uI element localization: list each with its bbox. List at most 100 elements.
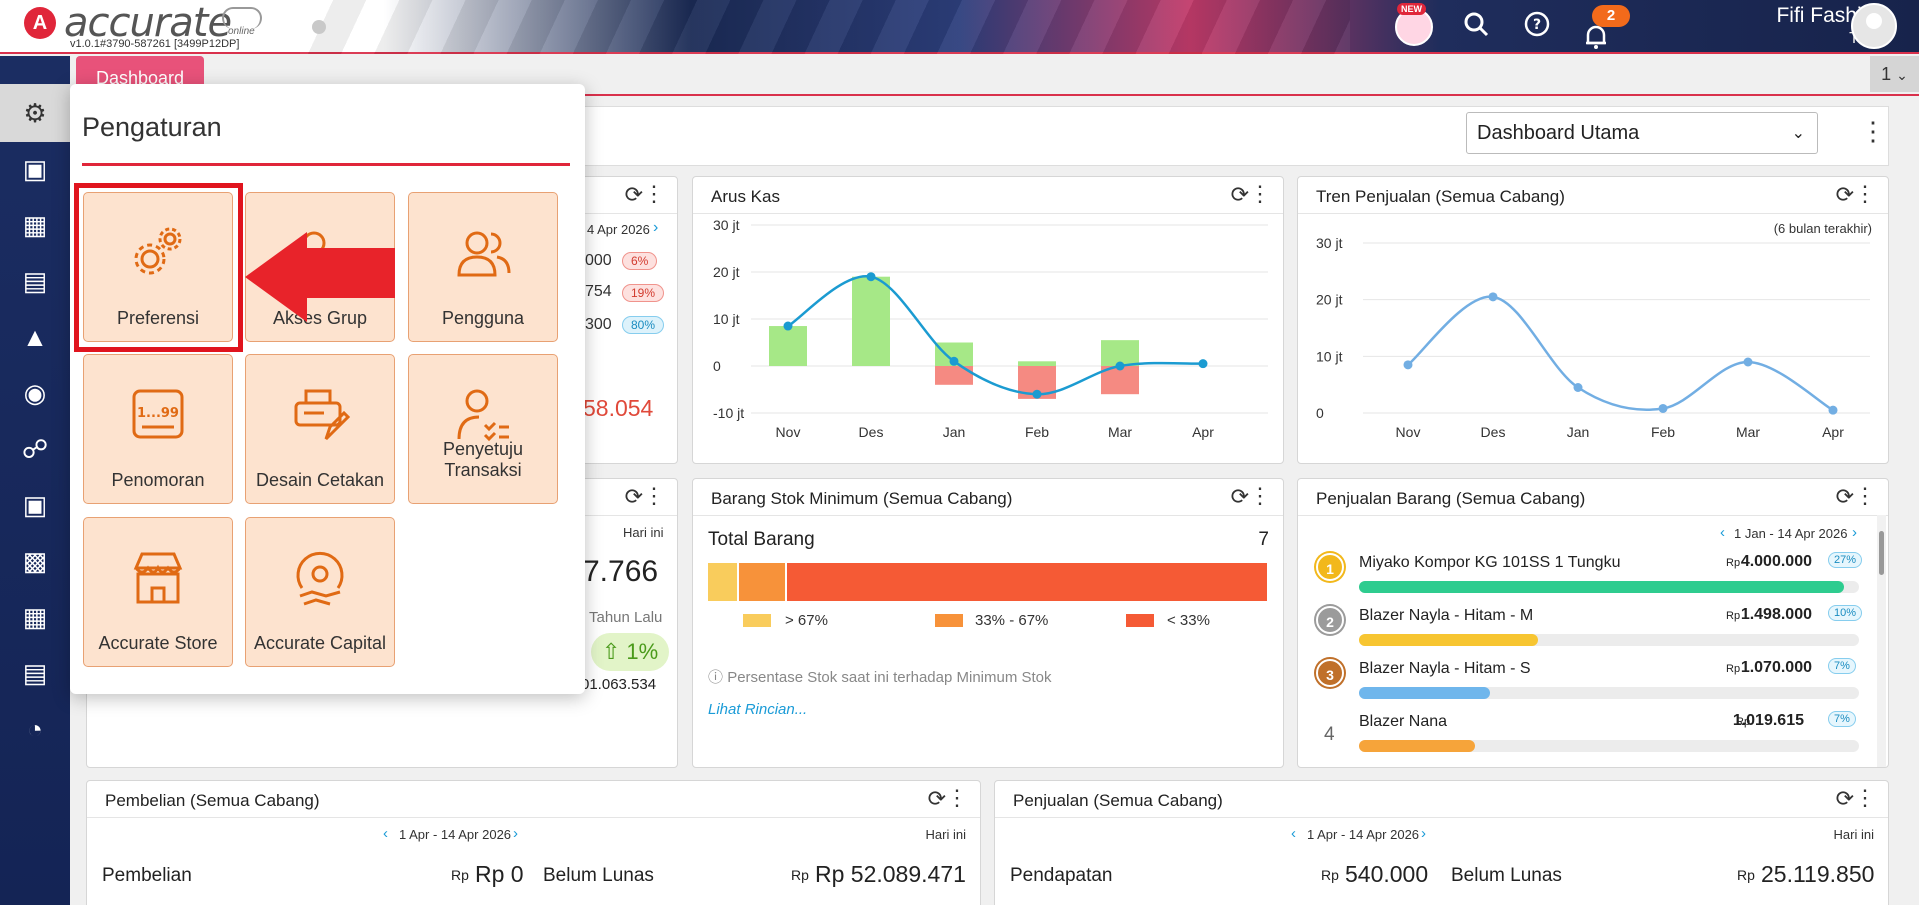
detail-link[interactable]: Lihat Rincian... — [708, 701, 808, 718]
notification-count[interactable]: 2 — [1592, 5, 1630, 27]
factory-icon[interactable]: ▦ — [22, 602, 48, 632]
tile-pengguna[interactable]: Pengguna — [408, 192, 558, 342]
store-icon — [84, 548, 232, 608]
card-menu-icon[interactable]: ⋮ — [1249, 483, 1271, 508]
next-icon[interactable]: › — [653, 219, 659, 236]
y-tick-label: 0 — [1316, 405, 1324, 421]
card-menu-icon[interactable]: ⋮ — [643, 483, 665, 508]
card-penjualan-barang: Penjualan Barang (Semua Cabang) ⟳ ⋮ ‹ 1 … — [1297, 478, 1889, 768]
tile-preferensi[interactable]: Preferensi — [83, 192, 233, 342]
tax-icon[interactable]: ▤ — [22, 658, 48, 688]
gears-icon — [84, 223, 232, 283]
card-menu-icon[interactable]: ⋮ — [1854, 785, 1876, 810]
card-menu-icon[interactable]: ⋮ — [1854, 181, 1876, 206]
prev-value: 01.063.534 — [581, 676, 657, 693]
help-icon[interactable]: ? — [1524, 11, 1550, 44]
report-chart-icon[interactable]: ◔ — [27, 714, 43, 744]
ledger-icon[interactable]: ▤ — [22, 266, 48, 296]
big-value: 58.054 — [583, 395, 654, 421]
belum-lunas-label: Belum Lunas — [543, 865, 654, 886]
belum-lunas-value: 25.119.850 — [1761, 861, 1875, 887]
tile-penyetuju-transaksi[interactable]: Penyetuju Transaksi — [408, 354, 558, 504]
prev-icon[interactable]: ‹ — [1291, 825, 1296, 842]
tile-label: Penyetuju Transaksi — [442, 439, 524, 480]
refresh-icon[interactable]: ⟳ — [624, 484, 643, 509]
list-item[interactable]: 2 Blazer Nayla - Hitam - M Rp 1.498.000 10% — [1298, 604, 1878, 654]
card-menu-icon[interactable]: ⋮ — [1249, 181, 1271, 206]
next-icon[interactable]: › — [1421, 825, 1426, 842]
search-icon[interactable] — [1462, 10, 1490, 45]
legend-low: < 33% — [1167, 612, 1210, 629]
money-bag-icon[interactable]: ◉ — [23, 378, 47, 408]
legend-mid: 33% - 67% — [975, 612, 1049, 629]
item-name: Blazer Nayla - Hitam - M — [1359, 607, 1534, 624]
dashboard-menu-icon[interactable]: ⋮ — [1860, 116, 1886, 146]
pointer-arrow-icon — [245, 232, 395, 322]
delivery-icon[interactable]: ▣ — [22, 490, 48, 520]
refresh-icon[interactable]: ⟳ — [1230, 484, 1249, 509]
bar-in — [852, 276, 890, 366]
value-row-1: 000 — [585, 252, 612, 269]
card-menu-icon[interactable]: ⋮ — [643, 181, 665, 206]
tren-penjualan-chart: 30 jt 20 jt 10 jt 0 Nov Des Jan Feb Mar Apr — [1316, 235, 1870, 440]
settings-gear-icon[interactable]: ⚙ — [0, 84, 70, 142]
legend-high: > 67% — [785, 612, 828, 629]
accurate-logo-icon[interactable]: A — [24, 7, 56, 39]
avatar[interactable] — [1851, 3, 1897, 49]
y-tick-label: 30 jt — [713, 217, 740, 233]
card-title: Tren Penjualan (Semua Cabang) — [1316, 187, 1565, 206]
card-menu-icon[interactable]: ⋮ — [1854, 483, 1876, 508]
net-point — [783, 321, 793, 331]
item-percent: 10% — [1828, 605, 1863, 621]
net-point — [1198, 359, 1208, 369]
refresh-icon[interactable]: ⟳ — [1835, 484, 1854, 509]
dashboard-select[interactable]: Dashboard Utama ⌄ — [1466, 112, 1818, 154]
new-badge: NEW — [1397, 3, 1426, 15]
legend-swatch-high — [743, 614, 771, 627]
y-tick-label: 20 jt — [1316, 292, 1343, 308]
tile-penomoran[interactable]: 1...99 Penomoran — [83, 354, 233, 504]
refresh-icon[interactable]: ⟳ — [1835, 182, 1854, 207]
tab-count-dropdown[interactable]: 1 ⌄ — [1870, 56, 1919, 92]
total-barang-value: 7 — [1258, 529, 1269, 550]
scrollbar[interactable] — [1877, 515, 1886, 767]
refresh-icon[interactable]: ⟳ — [1230, 182, 1249, 207]
cashier-icon[interactable]: ▣ — [22, 154, 48, 184]
card-title: Penjualan Barang (Semua Cabang) — [1316, 489, 1586, 508]
popup-title: Pengaturan — [82, 112, 222, 142]
card-menu-icon[interactable]: ⋮ — [946, 785, 968, 810]
refresh-icon[interactable]: ⟳ — [624, 182, 643, 207]
bank-icon[interactable]: ▲ — [22, 322, 48, 352]
refresh-icon[interactable]: ⟳ — [927, 786, 946, 811]
bell-icon[interactable] — [1584, 24, 1608, 57]
inventory-icon[interactable]: ▩ — [22, 546, 48, 576]
x-tick-label: Feb — [1651, 424, 1675, 440]
card-tren-penjualan: Tren Penjualan (Semua Cabang) ⟳ ⋮ (6 bul… — [1297, 176, 1889, 464]
list-item[interactable]: 1 Miyako Kompor KG 101SS 1 Tungku Rp 4.000.… — [1298, 551, 1878, 601]
logo-text[interactable]: accurate — [64, 0, 232, 46]
tile-accurate-store[interactable]: Accurate Store — [83, 517, 233, 667]
currency-small: Rp — [1726, 610, 1741, 622]
refresh-icon[interactable]: ⟳ — [1835, 786, 1854, 811]
version-text: v1.0.1#3790-587261 [3499P12DP] — [70, 38, 240, 50]
list-item[interactable]: 4 Blazer Nana Rp 1.019.615 7% — [1298, 710, 1878, 760]
tahun-lalu-label: Tahun Lalu — [589, 609, 663, 626]
sales-point — [1828, 405, 1838, 415]
next-icon[interactable]: › — [513, 825, 518, 842]
belum-lunas-label: Belum Lunas — [1451, 865, 1562, 886]
prev-icon[interactable]: ‹ — [383, 825, 388, 842]
stock-note-text: Persentase Stok saat ini terhadap Minimu… — [727, 669, 1052, 686]
list-item[interactable]: 3 Blazer Nayla - Hitam - S Rp 1.070.000 7% — [1298, 657, 1878, 707]
card-title: Penjualan (Semua Cabang) — [1013, 791, 1223, 810]
item-value: 1.019.615 — [1732, 712, 1804, 729]
numbering-icon-text: 1...99 — [137, 406, 179, 421]
building-icon[interactable]: ▦ — [22, 210, 48, 240]
arrow-up-circle-icon: ⇧ — [601, 639, 621, 664]
tile-desain-cetakan[interactable]: Desain Cetakan — [245, 354, 395, 504]
prev-icon[interactable]: ‹ — [1720, 524, 1725, 541]
bar-in — [769, 326, 807, 366]
tile-accurate-capital[interactable]: Accurate Capital — [245, 517, 395, 667]
cart-icon[interactable]: ☍ — [21, 434, 49, 464]
item-bar-fill — [1359, 634, 1539, 646]
next-icon[interactable]: › — [1852, 524, 1857, 541]
